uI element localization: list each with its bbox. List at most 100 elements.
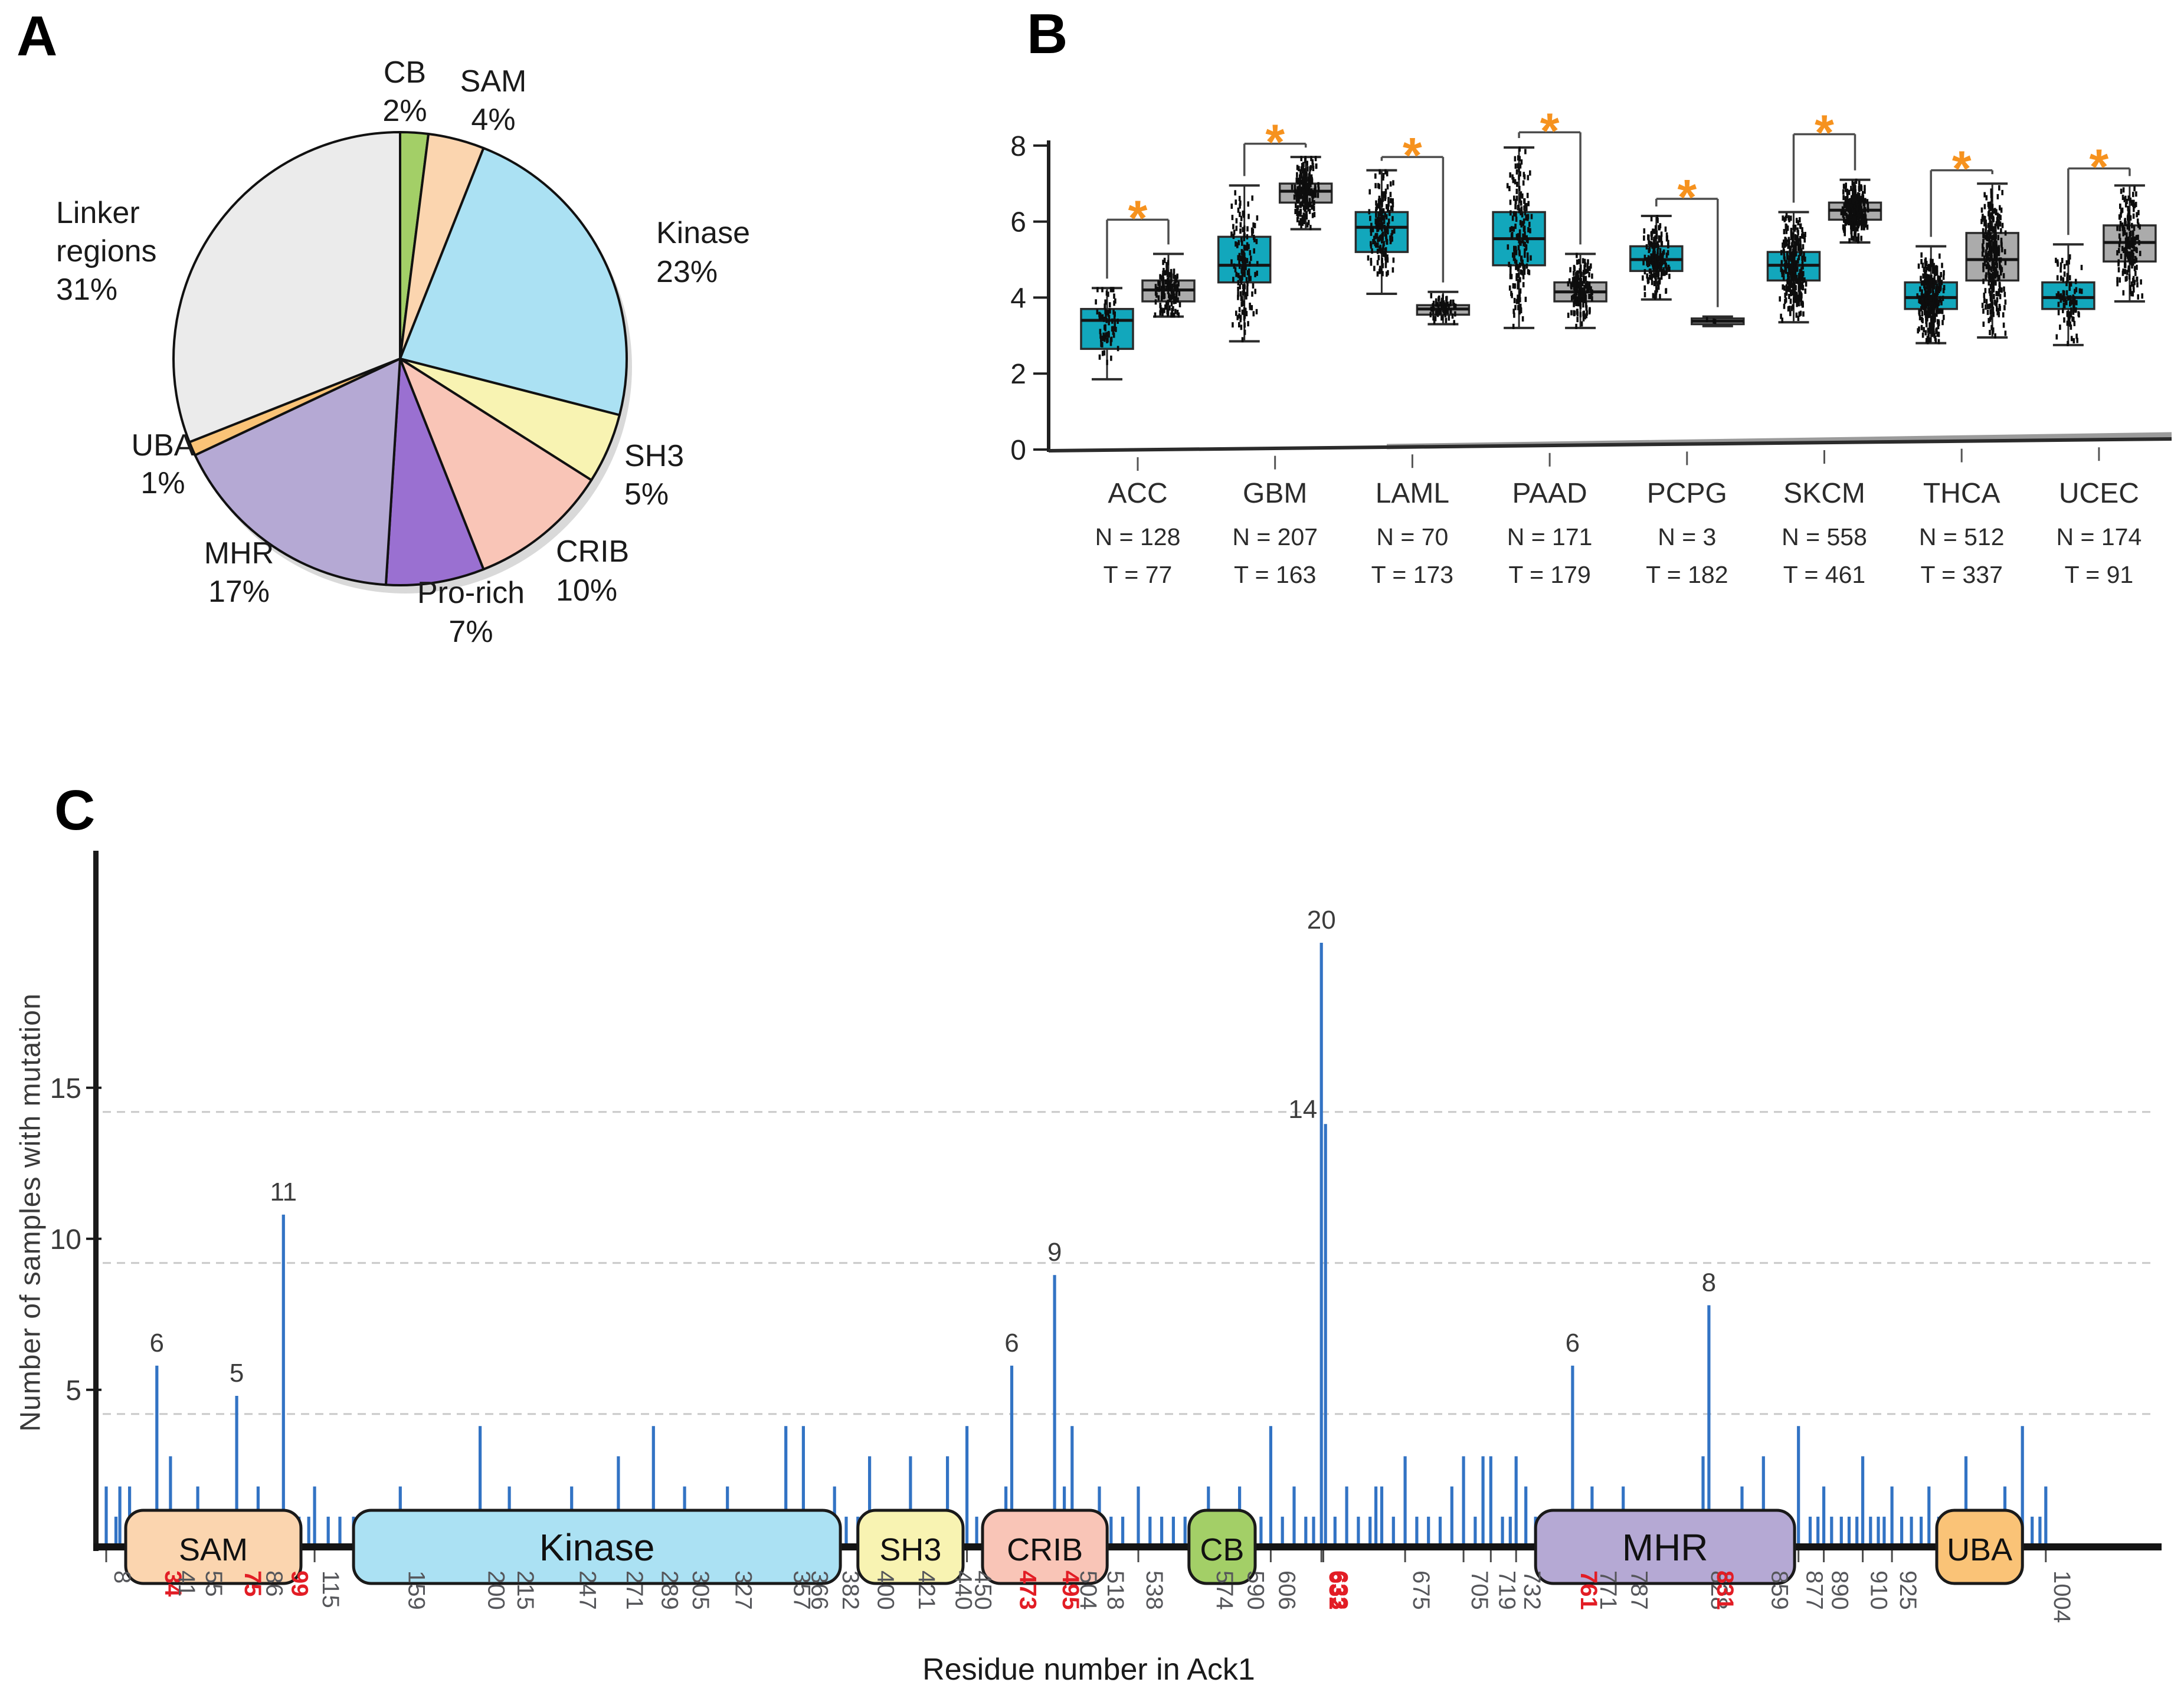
x-tick-label: 771 <box>1595 1570 1621 1610</box>
mutation-bar <box>1345 1486 1348 1546</box>
mutation-bar <box>1368 1516 1372 1546</box>
pie-slice-linker-regions <box>172 131 401 444</box>
pie-slice-label: Linker <box>56 196 140 230</box>
x-tick-label: 606 <box>1273 1570 1299 1610</box>
peak-label: 11 <box>270 1178 297 1206</box>
mutation-bar <box>1890 1486 1894 1546</box>
mutation-bar <box>801 1426 805 1546</box>
mutation-bar <box>1319 943 1323 1546</box>
box-group-SKCM: * SKCM N = 558 T = 461 <box>1766 104 1882 588</box>
mutation-bar <box>1524 1486 1528 1546</box>
domain-label: MHR <box>1622 1526 1708 1569</box>
mutation-bar <box>326 1516 330 1546</box>
significance-bracket <box>1518 131 1581 245</box>
mutation-bar <box>1474 1516 1477 1546</box>
x-tick-label: 859 <box>1766 1570 1792 1610</box>
mutation-bar <box>1374 1486 1378 1546</box>
x-tick-label-highlighted: 761 <box>1576 1570 1602 1610</box>
significance-bracket <box>1655 198 1719 307</box>
mutation-bar <box>1183 1516 1187 1546</box>
mutation-bar <box>235 1396 238 1546</box>
cancer-type-label: PCPG <box>1647 478 1727 509</box>
normal-count-label: N = 70 <box>1376 523 1448 550</box>
mutation-bar <box>1450 1486 1453 1546</box>
mutation-bar <box>1148 1516 1152 1546</box>
x-tick-label: 400 <box>873 1570 899 1610</box>
cancer-type-label: ACC <box>1108 478 1167 509</box>
x-tick-label-highlighted: 831 <box>1712 1570 1738 1610</box>
x-tick-label: 538 <box>1141 1570 1167 1610</box>
mutation-bar <box>1847 1516 1851 1546</box>
mutation-bar <box>1403 1456 1407 1546</box>
x-tick-label: 518 <box>1102 1570 1128 1610</box>
mutation-bar <box>1964 1456 1968 1546</box>
mutation-bar <box>1380 1486 1384 1546</box>
mutation-bar <box>169 1456 172 1546</box>
boxplot-y-tick-labels: 0 2 4 6 8 <box>1010 131 1026 466</box>
mutation-bar <box>1333 1516 1337 1546</box>
cancer-type-label: LAML <box>1376 478 1449 509</box>
x-tick-label-highlighted: 633 <box>1327 1570 1353 1610</box>
normal-jitter-points <box>1567 253 1593 329</box>
x-tick-label: 115 <box>317 1570 343 1608</box>
x-tick-label: 382 <box>837 1570 863 1610</box>
mutation-bar <box>1489 1456 1492 1546</box>
significance-bracket <box>1792 133 1856 203</box>
y-tick-label: 6 <box>1010 207 1026 238</box>
significance-asterisk: * <box>2090 139 2109 194</box>
y-tick-label: 5 <box>66 1375 81 1406</box>
x-tick-label-highlighted: 632 <box>1324 1570 1350 1610</box>
tumor-count-label: T = 77 <box>1104 561 1173 588</box>
mutation-bar <box>1508 1516 1512 1546</box>
mutation-bar <box>1438 1516 1442 1546</box>
peak-label: 20 <box>1307 906 1336 935</box>
pie-slice-label: Kinase <box>656 216 750 250</box>
normal-jitter-points <box>2116 186 2143 300</box>
x-tick-label-highlighted: 34 <box>160 1570 186 1597</box>
box-group-ACC: * ACC N = 128 T = 77 <box>1080 190 1196 588</box>
panel-a-label: A <box>17 5 58 68</box>
mutation-bar <box>1160 1516 1164 1546</box>
mutation-bars <box>104 943 2048 1546</box>
y-tick-label: 8 <box>1010 131 1026 162</box>
x-tick-label: 215 <box>512 1570 538 1610</box>
box-group-GBM: * GBM N = 207 T = 163 <box>1217 114 1333 588</box>
pie-slice-label: SAM <box>460 64 527 99</box>
peak-label: 6 <box>150 1329 164 1358</box>
pie-slice-label: CB <box>384 55 426 90</box>
group-labels: LAML N = 70 T = 173 <box>1371 478 1453 588</box>
box-group-UCEC: * UCEC N = 174 T = 91 <box>2041 139 2157 588</box>
mutation-bar <box>868 1456 872 1546</box>
domain-label: Kinase <box>539 1526 655 1569</box>
tumor-count-label: T = 337 <box>1920 561 2002 588</box>
significance-asterisk: * <box>1403 127 1422 183</box>
mutation-bar <box>1391 1516 1395 1546</box>
tumor-count-label: T = 179 <box>1508 561 1590 588</box>
x-tick-label: 289 <box>656 1570 682 1610</box>
mutation-bar <box>118 1486 122 1546</box>
x-tick-label: 159 <box>403 1570 429 1610</box>
normal-count-label: N = 174 <box>2057 523 2142 550</box>
domain-box-uba: UBA <box>1935 1509 2024 1585</box>
normal-count-label: N = 207 <box>1232 523 1318 550</box>
mutation-bar <box>1861 1456 1865 1546</box>
tumor-jitter-points <box>1779 212 1808 323</box>
x-tick-label: 247 <box>575 1570 601 1610</box>
x-tick-label: 705 <box>1466 1570 1492 1610</box>
mutation-bar <box>1830 1516 1833 1546</box>
lollipop-x-axis-title: Residue number in Ack1 <box>922 1652 1255 1687</box>
y-tick-label: 4 <box>1010 283 1026 314</box>
x-tick-label: 366 <box>806 1570 832 1610</box>
x-tick-label: 440 <box>951 1570 977 1610</box>
x-tick-label: 8 <box>109 1570 135 1583</box>
mutation-bar <box>479 1426 482 1546</box>
mutation-bar <box>1839 1516 1843 1546</box>
x-tick-label: 327 <box>731 1570 757 1610</box>
x-tick-label: 421 <box>913 1570 939 1610</box>
x-tick-label: 55 <box>201 1570 227 1597</box>
normal-jitter-points <box>1154 257 1181 318</box>
normal-count-label: N = 3 <box>1658 523 1716 550</box>
x-tick-label: 574 <box>1211 1570 1237 1610</box>
mutation-bar <box>1171 1516 1175 1546</box>
mutation-bar <box>114 1516 118 1546</box>
